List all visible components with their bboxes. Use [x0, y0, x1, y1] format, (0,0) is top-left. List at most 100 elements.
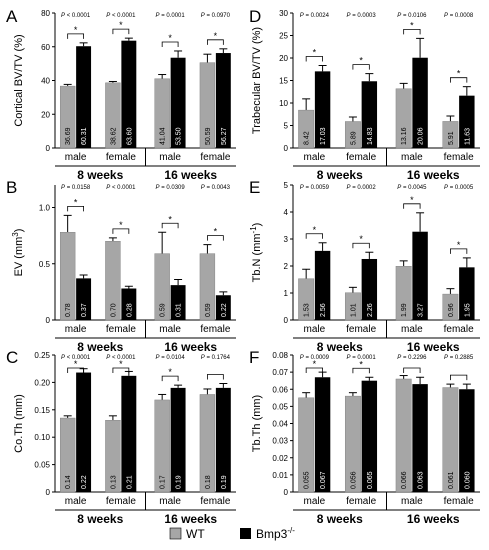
y-tick-label: 0.05: [34, 461, 50, 470]
category-label: male: [65, 152, 87, 163]
category-label: female: [106, 324, 136, 335]
y-tick-label: 0.5: [39, 260, 51, 269]
bar-wt: [298, 278, 315, 321]
category-label: male: [401, 496, 423, 507]
y-tick-label: 5: [284, 122, 289, 131]
bar-value-label-ko: 0.19: [176, 475, 183, 489]
p-value-p: P: [156, 355, 160, 361]
group-label: 16 weeks: [164, 512, 217, 526]
p-value-p: P: [397, 13, 401, 19]
category-label: male: [304, 324, 326, 335]
p-value-label: P = 0.0043: [201, 185, 231, 191]
p-value-p: P: [444, 13, 448, 19]
panel-label: C: [6, 348, 18, 367]
group-label: 8 weeks: [77, 168, 123, 182]
y-tick-label: 0: [46, 144, 51, 153]
bar-value-label-wt: 0.59: [205, 303, 212, 317]
group-label: 16 weeks: [407, 168, 460, 182]
bar-bmp3: [121, 40, 137, 148]
bar-bmp3: [361, 81, 378, 148]
y-tick-label: 0.05: [272, 402, 288, 411]
bar-value-label-wt: 38.62: [110, 127, 117, 145]
p-value-label: P = 0.1764: [201, 355, 231, 361]
bar-value-label-wt: 13.16: [401, 127, 408, 145]
bar-bmp3: [76, 372, 92, 492]
bar-bmp3: [314, 250, 331, 320]
bar-value-label-wt: 50.59: [205, 127, 212, 145]
group-label: 16 weeks: [407, 512, 460, 526]
category-label: female: [346, 496, 376, 507]
y-tick-label: 0: [284, 144, 289, 153]
p-value-rest: = 0.2296: [401, 355, 427, 361]
bar-wt: [154, 253, 170, 321]
category-label: male: [304, 152, 326, 163]
significance-star: *: [119, 20, 123, 30]
bar-value-label-ko: 0.22: [221, 303, 228, 317]
bar-wt: [105, 82, 121, 149]
p-value-label: P < 0.0001: [106, 355, 136, 361]
significance-bracket: [207, 374, 224, 380]
bar-value-label-ko: 0.31: [176, 303, 183, 317]
y-tick-label: 25: [279, 32, 288, 41]
legend-label-wt: WT: [186, 527, 205, 541]
p-value-rest: < 0.0001: [65, 355, 91, 361]
p-value-label: P = 0.2885: [444, 355, 474, 361]
p-value-p: P: [201, 355, 205, 361]
bar-value-label-ko: 2.26: [367, 303, 374, 317]
bar-bmp3: [412, 57, 428, 149]
p-value-rest: = 0.0002: [351, 185, 377, 191]
y-tick-label: 0.04: [272, 420, 288, 429]
legend-label-bmp3-sup: -/-: [287, 526, 295, 535]
bar-bmp3: [76, 278, 92, 320]
group-label: 16 weeks: [407, 340, 460, 354]
group-label: 8 weeks: [77, 512, 123, 526]
p-value-p: P: [300, 185, 304, 191]
bar-value-label-ko: 0.067: [320, 471, 327, 489]
p-value-rest: < 0.0001: [110, 185, 136, 191]
significance-bracket: [403, 367, 421, 373]
y-tick-label: 0: [284, 316, 289, 325]
bar-wt: [395, 266, 412, 321]
bar-bmp3: [361, 258, 378, 320]
y-tick-label: 3: [284, 235, 289, 244]
bar-bmp3: [459, 267, 475, 320]
significance-star: *: [313, 48, 317, 58]
bar-value-label-wt: 5.89: [350, 131, 357, 145]
bar-value-label-ko: 0.22: [81, 475, 88, 489]
y-axis-label-end: ): [251, 223, 263, 227]
bar-value-label-wt: 0.78: [65, 303, 72, 317]
category-label: male: [304, 496, 326, 507]
category-label: female: [106, 152, 136, 163]
bar-wt: [442, 387, 459, 493]
y-axis-label-text: EV (mm: [13, 237, 25, 277]
bar-value-label-ko: 0.19: [221, 475, 228, 489]
y-tick-label: 40: [41, 77, 50, 86]
p-value-p: P: [61, 355, 65, 361]
significance-star: *: [313, 359, 317, 369]
bar-bmp3: [314, 71, 331, 148]
bar-wt: [199, 253, 216, 321]
panel-label: A: [6, 7, 18, 26]
y-tick-label: 0.10: [34, 433, 50, 442]
bar-value-label-ko: 17.03: [320, 127, 327, 145]
y-tick-label: 15: [279, 77, 288, 86]
significance-star: *: [457, 69, 461, 79]
significance-star: *: [74, 25, 78, 35]
significance-bracket: [112, 228, 130, 234]
panel-label: E: [249, 178, 260, 197]
bar-wt: [199, 62, 216, 149]
y-tick-label: 0.08: [272, 351, 288, 360]
p-value-rest: = 0.0309: [160, 185, 186, 191]
bar-bmp3: [170, 57, 186, 148]
y-axis-label: Tb.Th (mm): [251, 395, 263, 452]
significance-star: *: [410, 20, 414, 30]
significance-bracket: [450, 77, 468, 83]
bar-value-label-ko: 0.21: [126, 475, 133, 489]
significance-star: *: [74, 359, 78, 369]
significance-bracket: [112, 28, 130, 35]
significance-bracket: [112, 367, 130, 373]
significance-star: *: [119, 220, 123, 230]
p-value-p: P: [444, 355, 448, 361]
p-value-p: P: [106, 185, 110, 191]
